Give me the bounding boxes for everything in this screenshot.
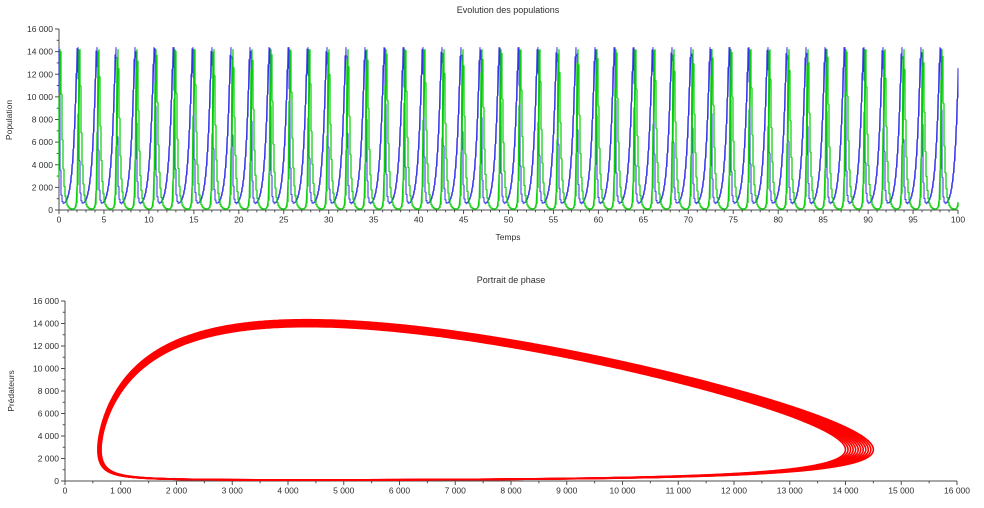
top-xaxis-label: Temps bbox=[495, 232, 520, 242]
x-tick-label: 45 bbox=[459, 215, 469, 225]
top-axes: 0 5 10 15 20 25 30 35 40 45 50 55 60 65 70 75 80 85 90 95 10… bbox=[27, 24, 965, 225]
x-tick-label: 100 bbox=[951, 215, 965, 225]
x-tick-label: 85 bbox=[818, 215, 828, 225]
phase-orbit bbox=[99, 324, 852, 481]
y-tick-label: 14 000 bbox=[33, 319, 59, 329]
y-tick-label: 12 000 bbox=[33, 341, 59, 351]
top-chart-title: Evolution des populations bbox=[457, 5, 560, 15]
phase-orbit bbox=[99, 323, 857, 481]
x-tick-label: 15 bbox=[189, 215, 199, 225]
x-tick-label: 4 000 bbox=[277, 486, 299, 496]
bottom-axes: 0 1 000 2 000 3 000 4 000 5 000 6 000 7 000 8 00… bbox=[33, 296, 970, 496]
x-tick-label: 20 bbox=[234, 215, 244, 225]
bottom-chart-title: Portrait de phase bbox=[477, 275, 546, 285]
y-tick-label: 2 000 bbox=[38, 454, 60, 464]
x-tick-label: 13 000 bbox=[777, 486, 803, 496]
y-tick-label: 12 000 bbox=[27, 69, 53, 79]
x-tick-label: 35 bbox=[369, 215, 379, 225]
x-tick-label: 40 bbox=[414, 215, 424, 225]
x-tick-label: 70 bbox=[684, 215, 694, 225]
x-tick-label: 12 000 bbox=[721, 486, 747, 496]
x-tick-label: 95 bbox=[908, 215, 918, 225]
y-tick-label: 16 000 bbox=[33, 296, 59, 306]
phase-orbit bbox=[99, 324, 854, 481]
y-tick-label: 8 000 bbox=[38, 386, 60, 396]
x-tick-label: 0 bbox=[63, 486, 68, 496]
phase-orbit bbox=[100, 325, 849, 481]
x-tick-label: 75 bbox=[729, 215, 739, 225]
y-tick-label: 16 000 bbox=[27, 24, 53, 34]
y-tick-label: 4 000 bbox=[38, 431, 60, 441]
x-tick-label: 10 000 bbox=[610, 486, 636, 496]
time-series-chart: 0 5 10 15 20 25 30 35 40 45 50 55 60 65 70 75 80 85 90 95 10… bbox=[4, 5, 965, 242]
x-tick-label: 0 bbox=[57, 215, 62, 225]
prey-line bbox=[58, 47, 959, 206]
x-tick-label: 65 bbox=[639, 215, 649, 225]
x-tick-label: 55 bbox=[549, 215, 559, 225]
x-tick-label: 15 000 bbox=[888, 486, 914, 496]
x-tick-label: 9 000 bbox=[556, 486, 578, 496]
x-tick-label: 30 bbox=[324, 215, 334, 225]
phase-orbit-lines bbox=[97, 318, 875, 481]
y-tick-label: 6 000 bbox=[32, 137, 54, 147]
y-tick-label: 2 000 bbox=[32, 182, 54, 192]
top-yaxis-label: Population bbox=[4, 100, 14, 140]
y-tick-label: 14 000 bbox=[27, 47, 53, 57]
x-tick-label: 60 bbox=[594, 215, 604, 225]
x-tick-label: 16 000 bbox=[944, 486, 970, 496]
x-tick-label: 2 000 bbox=[166, 486, 188, 496]
y-tick-label: 4 000 bbox=[32, 160, 54, 170]
y-tick-label: 6 000 bbox=[38, 409, 60, 419]
x-tick-label: 11 000 bbox=[666, 486, 692, 496]
bottom-yaxis-label: Prédateurs bbox=[6, 370, 16, 412]
phase-portrait-chart: 0 1 000 2 000 3 000 4 000 5 000 6 000 7 000 8 00… bbox=[6, 275, 970, 496]
x-tick-label: 7 000 bbox=[445, 486, 467, 496]
x-tick-label: 14 000 bbox=[833, 486, 859, 496]
predator-line bbox=[58, 49, 959, 212]
x-tick-label: 3 000 bbox=[222, 486, 244, 496]
x-tick-label: 5 000 bbox=[333, 486, 355, 496]
x-tick-label: 50 bbox=[504, 215, 514, 225]
y-tick-label: 8 000 bbox=[32, 115, 54, 125]
time-series-lines bbox=[58, 47, 959, 212]
phase-orbit bbox=[97, 318, 875, 481]
x-tick-label: 90 bbox=[863, 215, 873, 225]
x-tick-label: 10 bbox=[144, 215, 154, 225]
phase-orbit bbox=[100, 325, 847, 481]
x-tick-label: 25 bbox=[279, 215, 289, 225]
x-tick-label: 5 bbox=[102, 215, 107, 225]
y-tick-label: 10 000 bbox=[27, 92, 53, 102]
y-tick-label: 0 bbox=[54, 476, 59, 486]
x-tick-label: 6 000 bbox=[389, 486, 411, 496]
y-tick-label: 0 bbox=[48, 205, 53, 215]
x-tick-label: 8 000 bbox=[500, 486, 522, 496]
x-tick-label: 80 bbox=[773, 215, 783, 225]
x-tick-label: 1 000 bbox=[110, 486, 132, 496]
y-tick-label: 10 000 bbox=[33, 364, 59, 374]
